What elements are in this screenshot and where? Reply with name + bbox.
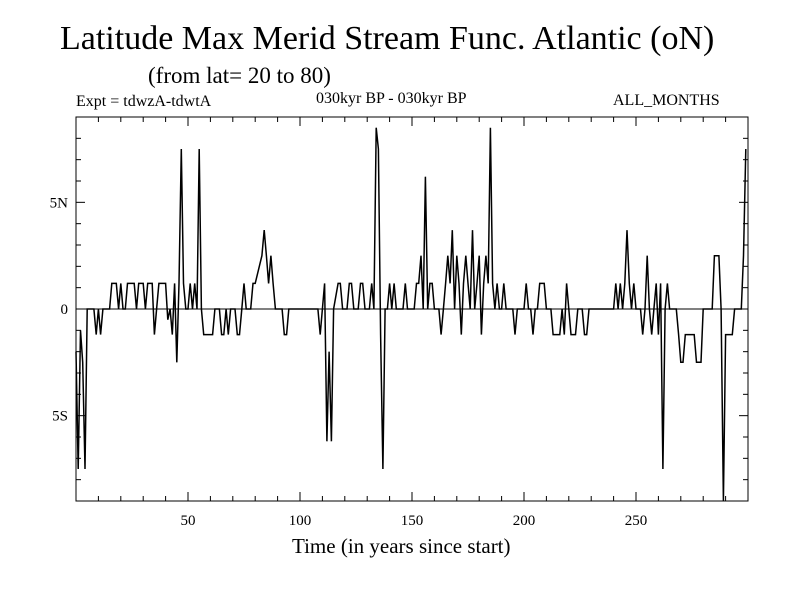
x-tick-label: 200	[513, 513, 536, 529]
x-tick-label: 150	[401, 513, 424, 529]
y-tick-label: 5N	[50, 195, 69, 211]
series-layer	[75, 127, 747, 502]
y-tick-label: 0	[61, 302, 69, 318]
axis-tick-labels: 50 100 150 200 250 5N 0 5S	[50, 195, 648, 529]
months-label: ALL_MONTHS	[613, 92, 720, 109]
x-tick-label: 250	[625, 513, 648, 529]
y-tick-label: 5S	[52, 409, 68, 425]
x-axis-label: Time (in years since start)	[292, 534, 511, 558]
chart-title: Latitude Max Merid Stream Func. Atlantic…	[60, 20, 715, 57]
chart-subtitle: (from lat= 20 to 80)	[148, 63, 331, 88]
x-tick-label: 100	[289, 513, 312, 529]
period-label: 030kyr BP - 030kyr BP	[316, 90, 467, 107]
series-line	[75, 127, 747, 502]
experiment-label: Expt = tdwzA-tdwtA	[76, 93, 212, 110]
x-tick-label: 50	[181, 513, 196, 529]
